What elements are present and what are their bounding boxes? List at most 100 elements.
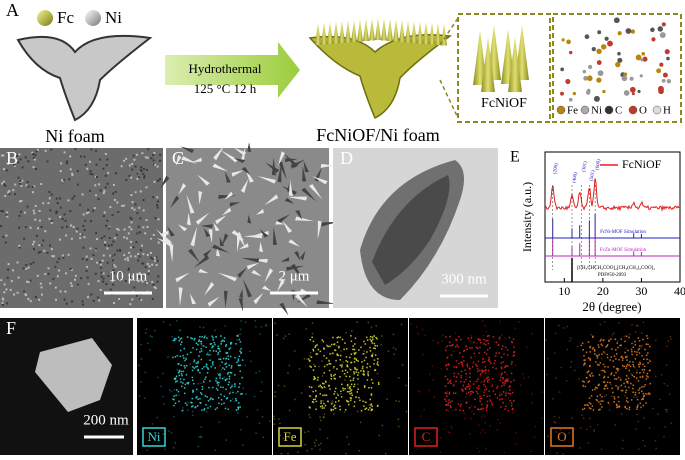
eds-dot <box>227 383 230 386</box>
eds-dot <box>333 365 335 368</box>
eds-dot <box>513 346 515 348</box>
eds-dot <box>626 381 628 383</box>
grain <box>22 267 25 270</box>
eds-dot <box>223 337 226 339</box>
eds-dot <box>639 363 641 365</box>
eds-dot <box>325 381 327 383</box>
eds-dot <box>511 361 513 363</box>
eds-dot <box>144 332 147 334</box>
eds-dot <box>500 374 503 376</box>
eds-dot <box>203 336 205 339</box>
element-label: Fe <box>284 429 297 444</box>
eds-dot <box>192 379 194 381</box>
eds-dot <box>596 355 599 357</box>
eds-dot <box>465 373 468 375</box>
eds-dot <box>560 366 562 369</box>
grain <box>85 269 88 272</box>
eds-dot <box>398 425 400 428</box>
eds-dot <box>618 322 620 324</box>
eds-dot <box>510 404 513 407</box>
eds-dot <box>468 433 471 435</box>
flake <box>288 239 301 247</box>
grain <box>87 296 90 299</box>
grain <box>4 184 7 187</box>
atom-icon <box>652 105 662 115</box>
eds-dot <box>321 407 324 409</box>
eds-dot <box>655 375 657 378</box>
eds-dot <box>469 380 471 383</box>
eds-dot <box>215 336 217 338</box>
grain <box>152 159 155 162</box>
eds-dot <box>240 347 242 350</box>
flake <box>256 208 264 215</box>
grain <box>7 191 10 194</box>
eds-dot <box>342 387 344 389</box>
flake <box>284 158 298 163</box>
flake <box>231 170 244 177</box>
eds-dot <box>229 355 232 358</box>
eds-dot <box>504 408 506 410</box>
eds-dot <box>312 401 315 404</box>
eds-dot <box>447 402 450 404</box>
eds-dot <box>450 344 453 347</box>
grain <box>40 244 43 247</box>
eds-dot <box>476 365 478 367</box>
grain <box>102 272 105 275</box>
eds-dot <box>164 448 166 451</box>
eds-dot <box>297 451 299 454</box>
eds-dot <box>590 407 592 410</box>
eds-dot <box>334 390 336 393</box>
eds-dot <box>642 439 644 442</box>
flake <box>224 171 231 183</box>
grain <box>129 255 132 258</box>
grain <box>62 256 65 259</box>
eds-dot <box>457 346 460 348</box>
eds-dot <box>508 386 511 388</box>
eds-dot <box>218 381 220 384</box>
eds-dot <box>621 447 624 450</box>
eds-dot <box>375 336 377 339</box>
eds-dot <box>518 321 520 323</box>
eds-dot <box>330 403 333 405</box>
atom-label: H <box>663 105 671 117</box>
eds-dot <box>225 366 228 368</box>
eds-dot <box>372 347 375 349</box>
element-box <box>278 427 302 447</box>
eds-dot <box>334 387 337 390</box>
eds-dot <box>172 398 174 400</box>
eds-dot <box>273 418 276 420</box>
eds-dot <box>465 345 467 347</box>
eds-dot <box>596 357 599 359</box>
eds-dot <box>157 376 159 379</box>
eds-dot <box>237 360 240 362</box>
eds-dot <box>333 413 335 415</box>
flake <box>231 230 245 241</box>
eds-dot <box>620 344 622 346</box>
eds-dot <box>192 347 194 349</box>
eds-dot <box>344 369 347 372</box>
flake <box>265 162 280 173</box>
spike <box>423 22 429 44</box>
eds-dot <box>599 394 602 396</box>
eds-dot <box>220 398 223 401</box>
eds-dot <box>200 402 202 404</box>
eds-dot <box>619 344 621 347</box>
grain <box>97 280 100 283</box>
eds-dot <box>240 351 243 354</box>
eds-dot <box>632 384 635 387</box>
grain <box>98 261 101 264</box>
eds-dot <box>643 395 645 398</box>
eds-dot <box>596 423 599 426</box>
eds-dot <box>287 372 289 374</box>
grain <box>71 172 74 175</box>
eds-dot <box>547 435 549 438</box>
eds-dot <box>610 372 613 374</box>
eds-map <box>137 318 272 455</box>
grain <box>48 190 51 193</box>
eds-dot <box>505 380 507 383</box>
eds-dot <box>559 429 562 431</box>
flake <box>229 202 241 207</box>
eds-dot <box>451 343 454 346</box>
flake <box>259 241 264 253</box>
eds-dot <box>423 409 425 411</box>
